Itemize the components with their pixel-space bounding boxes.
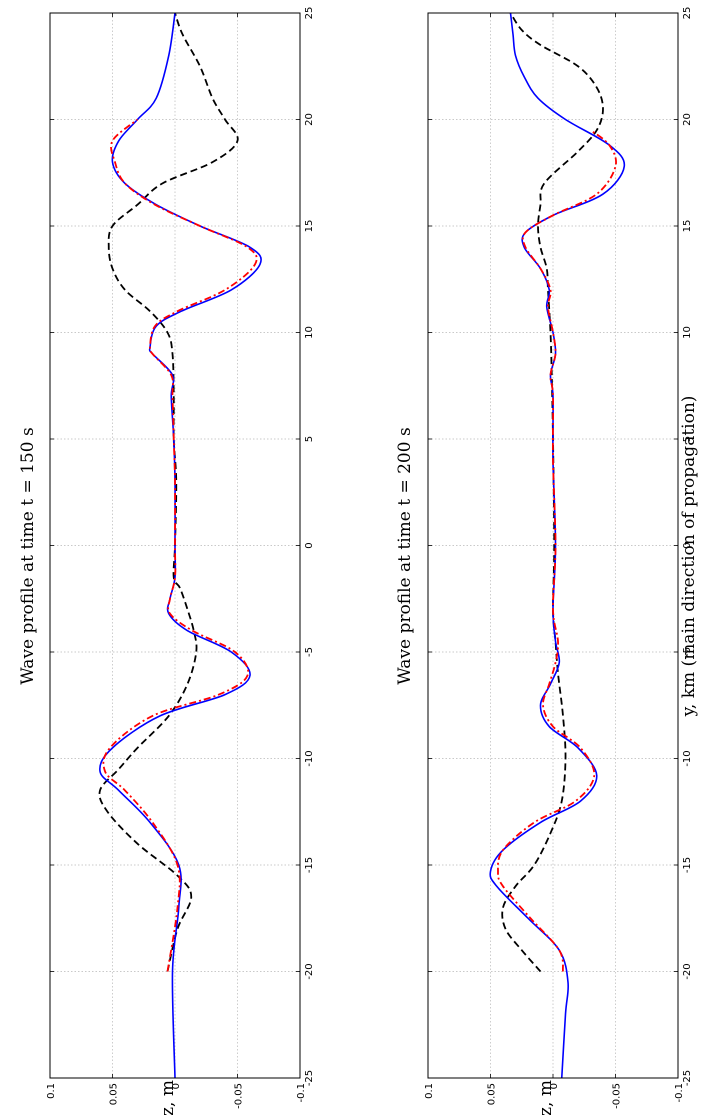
z-tick-label: 0.1 [424,1083,435,1099]
x-tick-label: 0 [304,542,315,548]
x-tick-label: -10 [304,750,315,766]
x-tick-label: 5 [682,436,693,442]
grid-200s [427,12,679,1079]
x-tick-label: 0 [682,542,693,548]
ylabel-150s: z, m [158,1080,178,1115]
series-dashdot-red [102,118,258,972]
x-tick-label: 5 [304,436,315,442]
z-tick-label: 0 [171,1083,182,1089]
x-tick-label: 10 [304,326,315,339]
series-solid-blue [99,13,262,1078]
z-tick-label: 0 [549,1083,560,1089]
z-tick-label: -0.1 [296,1083,307,1103]
x-tick-label: 15 [304,220,315,233]
x-tick-label: -5 [682,647,693,657]
x-tick-label: -25 [304,1070,315,1086]
z-tick-label: -0.05 [234,1083,245,1109]
xlabel-200s: y, km (main direction of propagation) [679,396,699,718]
ylabel-200s: z, m [536,1080,556,1115]
x-tick-label: -5 [304,647,315,657]
z-tick-label: 0.1 [46,1083,57,1099]
x-tick-label: 20 [304,113,315,126]
series-dashed-black [98,13,239,972]
z-tick-label: 0.05 [109,1083,120,1105]
x-tick-label: -15 [304,857,315,873]
z-tick-label: 0.05 [487,1083,498,1105]
x-tick-label: -15 [682,857,693,873]
z-tick-label: -0.05 [612,1083,623,1109]
x-tick-label: 25 [682,7,693,20]
series-dashdot-red [497,129,617,972]
title-200s: Wave profile at time t = 200 s [395,427,415,684]
series-dashed-black [501,13,604,973]
x-tick-label: -20 [682,963,693,979]
x-tick-label: -10 [682,750,693,766]
x-tick-label: 10 [682,326,693,339]
z-tick-label: -0.1 [674,1083,685,1103]
plot-200s: Wave profile at time t = 200 s z, m y, k… [395,7,699,1115]
plot-150s: Wave profile at time t = 150 s z, m -25-… [18,7,315,1115]
plot-frame [49,12,301,1079]
x-tick-label: 15 [682,220,693,233]
x-tick-label: -20 [304,963,315,979]
title-150s: Wave profile at time t = 150 s [18,427,38,684]
plot-frame [427,12,679,1079]
x-tick-label: 20 [682,113,693,126]
x-tick-label: 25 [304,7,315,20]
x-tick-label: -25 [682,1070,693,1086]
